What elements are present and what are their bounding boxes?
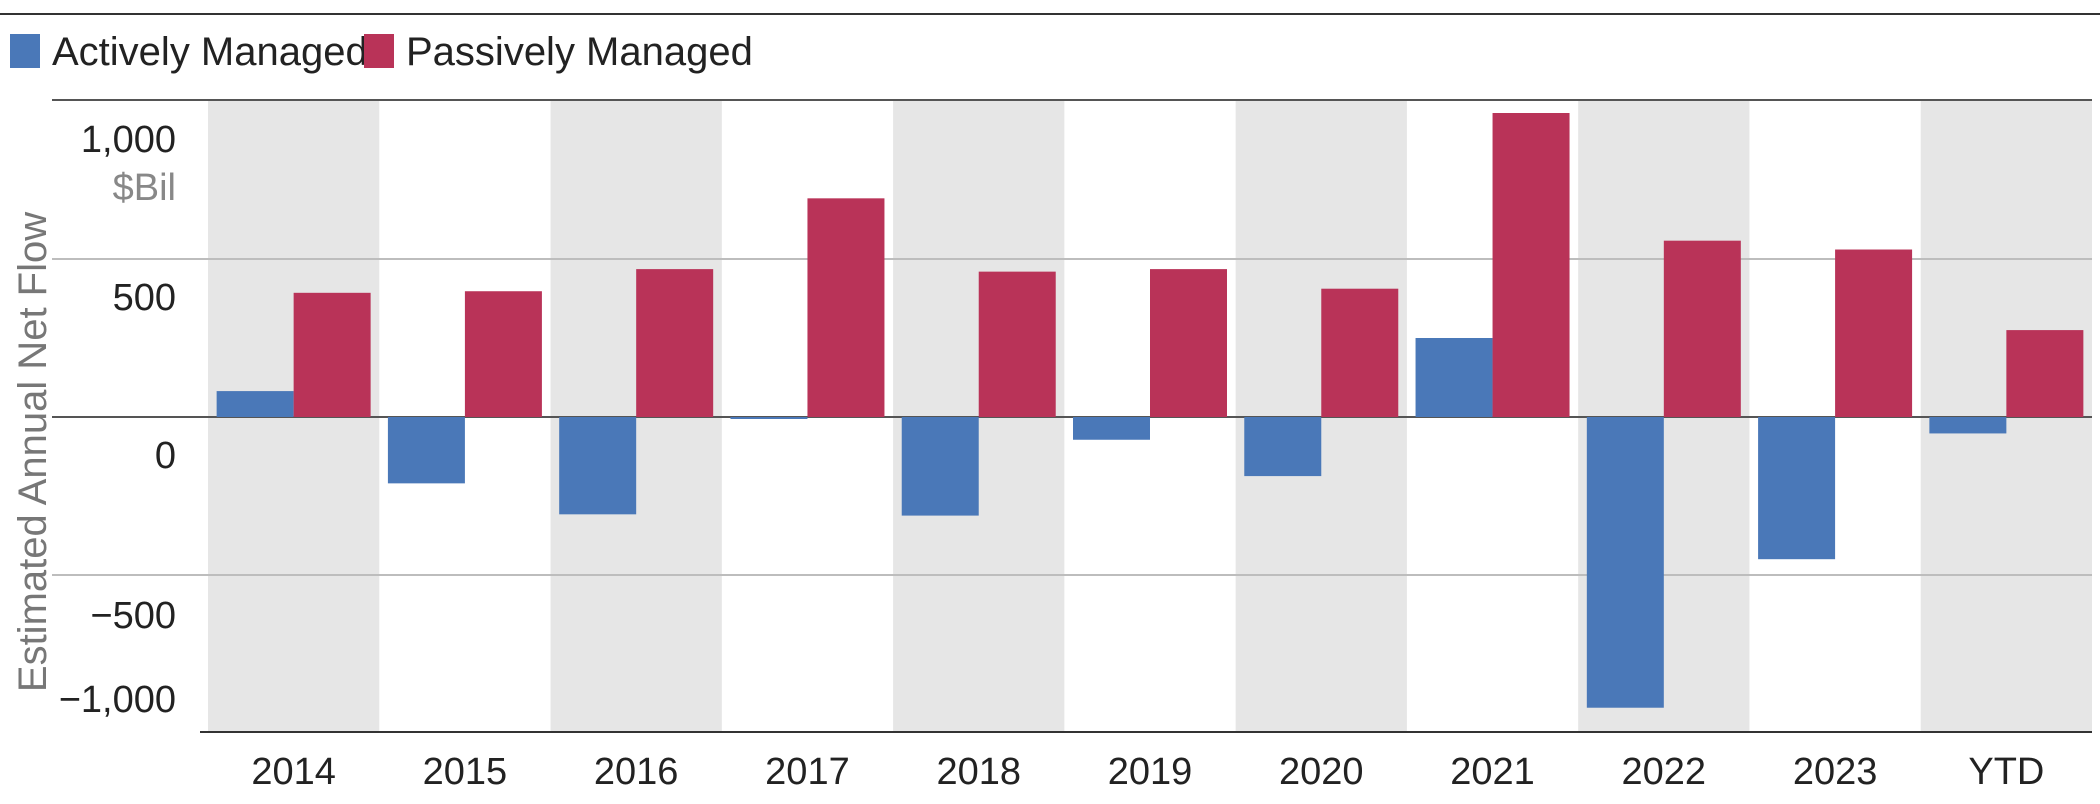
gridlines: [52, 99, 2092, 733]
bars: [216, 113, 2084, 708]
bar-active-2020: [1244, 417, 1322, 477]
bar-passive-2014: [293, 292, 371, 417]
y-tick-label: 500: [113, 277, 176, 319]
legend: Actively Managed Passively Managed: [10, 30, 753, 74]
legend-swatch-active: [10, 34, 40, 68]
x-tick-label: 2016: [594, 751, 679, 793]
bar-active-2019: [1073, 417, 1150, 440]
bar-active-2015: [387, 417, 465, 484]
bar-passive-YTD: [2006, 330, 2084, 417]
x-tick-label: 2015: [423, 751, 508, 793]
bar-passive-2023: [1835, 249, 1913, 417]
bar-passive-2022: [1663, 240, 1741, 417]
x-tick-label: 2019: [1108, 751, 1193, 793]
x-tick-label: 2014: [251, 751, 336, 793]
bar-active-2017: [730, 417, 808, 419]
bar-passive-2017: [807, 198, 885, 417]
bar-active-2014: [216, 391, 294, 417]
bar-active-2016: [559, 417, 637, 515]
bar-passive-2019: [1150, 269, 1227, 417]
bar-active-2018: [901, 417, 979, 516]
legend-label: Actively Managed: [52, 30, 368, 74]
y-tick-label: 1,000: [81, 119, 176, 161]
y-axis-unit: $Bil: [113, 167, 176, 209]
y-axis-ticks: 1,000 500 0 −500 −1,000: [59, 119, 176, 721]
bar-active-2023: [1758, 417, 1836, 560]
x-tick-label: 2022: [1622, 751, 1707, 793]
legend-swatch-passive: [364, 34, 394, 68]
bar-active-2021: [1415, 338, 1493, 417]
bar-active-2022: [1586, 417, 1664, 708]
x-tick-label: 2023: [1793, 751, 1878, 793]
x-tick-label: 2021: [1450, 751, 1535, 793]
x-tick-label: 2017: [765, 751, 850, 793]
bar-passive-2016: [636, 269, 714, 417]
x-tick-label: 2020: [1279, 751, 1364, 793]
x-tick-label: YTD: [1968, 751, 2044, 793]
y-tick-label: 0: [155, 435, 176, 477]
y-tick-label: −500: [90, 595, 176, 637]
bar-passive-2015: [464, 291, 542, 417]
y-axis-label: Estimated Annual Net Flow: [11, 212, 55, 692]
bar-passive-2020: [1321, 288, 1399, 417]
bar-active-YTD: [1929, 417, 2007, 434]
x-tick-label: 2018: [936, 751, 1021, 793]
y-tick-label: −1,000: [59, 679, 176, 721]
x-axis-ticks: 2014 2015 2016 2017 2018 2019 2020 2021 2022 2023…: [251, 751, 2044, 793]
bar-passive-2021: [1492, 113, 1570, 418]
bar-passive-2018: [978, 271, 1056, 417]
legend-label: Passively Managed: [406, 30, 753, 74]
